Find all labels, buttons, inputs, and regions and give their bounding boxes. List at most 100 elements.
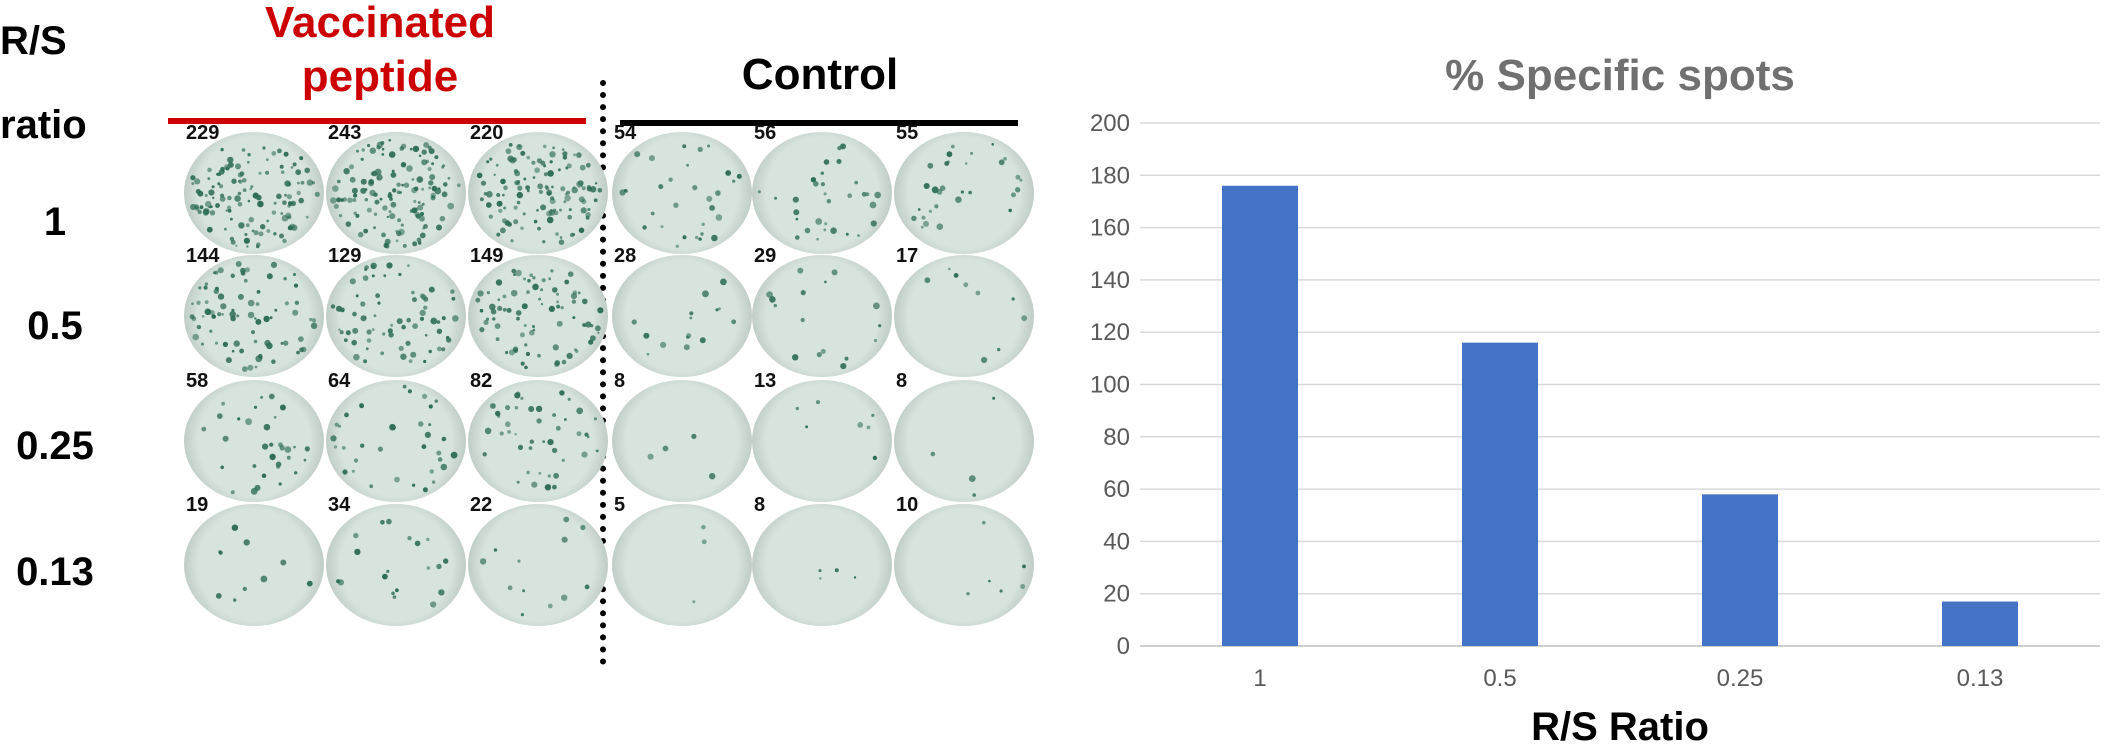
row-header-line-2: ratio bbox=[0, 103, 87, 147]
spot bbox=[692, 185, 698, 191]
spot bbox=[241, 148, 246, 152]
spot bbox=[773, 303, 777, 308]
spot bbox=[194, 178, 201, 185]
spot bbox=[483, 192, 488, 196]
spot bbox=[813, 181, 819, 187]
spot bbox=[366, 338, 372, 343]
spot bbox=[365, 347, 369, 351]
y-tick-label: 40 bbox=[1103, 528, 1130, 555]
spot bbox=[547, 170, 554, 177]
spot bbox=[400, 223, 404, 227]
spot bbox=[505, 405, 511, 411]
spot bbox=[921, 225, 924, 229]
well-spots bbox=[647, 433, 716, 480]
spot bbox=[252, 464, 257, 468]
spot bbox=[352, 327, 359, 334]
spot bbox=[999, 589, 1003, 593]
y-tick-label: 140 bbox=[1090, 267, 1130, 294]
spot bbox=[486, 191, 493, 198]
spot bbox=[434, 399, 438, 403]
spot bbox=[303, 458, 307, 462]
spot bbox=[800, 317, 805, 323]
spot bbox=[792, 354, 799, 361]
spot bbox=[590, 324, 594, 328]
spot bbox=[247, 153, 251, 157]
spot bbox=[243, 539, 250, 546]
spot bbox=[213, 288, 219, 295]
bar-0.13 bbox=[1942, 601, 2018, 646]
spot bbox=[431, 195, 435, 199]
y-tick-label: 120 bbox=[1090, 319, 1130, 346]
spot bbox=[568, 208, 572, 212]
well-count-r4-c1: 19 bbox=[186, 494, 209, 516]
spot bbox=[342, 469, 348, 475]
spot bbox=[529, 273, 533, 277]
spot bbox=[502, 193, 505, 197]
spot bbox=[366, 329, 372, 335]
spot bbox=[203, 285, 208, 290]
spot bbox=[582, 323, 586, 327]
spot bbox=[451, 296, 456, 301]
spot bbox=[283, 151, 289, 157]
well-count-r3-c2: 64 bbox=[328, 370, 351, 392]
spot bbox=[567, 214, 572, 220]
spot bbox=[395, 239, 399, 243]
spot bbox=[927, 162, 934, 169]
spot bbox=[476, 172, 483, 179]
x-tick-label: 1 bbox=[1253, 665, 1266, 692]
spot bbox=[823, 159, 830, 165]
spot bbox=[643, 332, 650, 339]
spot bbox=[658, 184, 664, 190]
spot bbox=[338, 424, 341, 428]
spot bbox=[311, 181, 315, 185]
spot bbox=[715, 190, 721, 196]
bar-1 bbox=[1222, 185, 1298, 646]
spot bbox=[418, 421, 424, 427]
spot bbox=[353, 458, 359, 463]
well-r4-c2 bbox=[326, 504, 466, 626]
well-spots bbox=[476, 143, 603, 245]
spot bbox=[532, 325, 535, 328]
spot bbox=[337, 579, 344, 586]
spot bbox=[631, 319, 637, 325]
spot bbox=[872, 455, 878, 461]
spot bbox=[423, 305, 428, 310]
spot bbox=[296, 190, 301, 196]
spot bbox=[732, 179, 736, 183]
spot bbox=[834, 568, 839, 573]
spot bbox=[412, 145, 420, 153]
well-r4-c4 bbox=[612, 504, 752, 626]
spot bbox=[364, 198, 368, 202]
spot bbox=[396, 318, 403, 325]
well-count-r2-c4: 28 bbox=[614, 245, 637, 267]
spot bbox=[398, 228, 405, 236]
well-r1-c5 bbox=[752, 132, 892, 254]
spot bbox=[581, 186, 586, 191]
spot bbox=[247, 161, 250, 164]
spot bbox=[386, 518, 392, 525]
spot bbox=[928, 209, 932, 213]
spot bbox=[279, 233, 284, 239]
spot bbox=[524, 343, 528, 347]
spot bbox=[450, 451, 458, 459]
spot bbox=[354, 548, 361, 556]
spot bbox=[306, 179, 314, 186]
spot bbox=[294, 471, 298, 475]
spot bbox=[823, 192, 827, 196]
spot bbox=[559, 208, 562, 212]
spot bbox=[381, 153, 385, 156]
spot bbox=[422, 226, 426, 230]
spot bbox=[377, 446, 383, 452]
spot bbox=[421, 149, 427, 155]
spot bbox=[419, 309, 426, 316]
x-tick-label: 0.25 bbox=[1717, 665, 1764, 692]
well-spots bbox=[795, 400, 878, 461]
spot bbox=[975, 290, 981, 296]
spot bbox=[306, 580, 313, 587]
spot bbox=[567, 397, 571, 401]
spot bbox=[452, 315, 459, 322]
spot bbox=[550, 269, 554, 273]
spot bbox=[646, 352, 650, 356]
spot bbox=[204, 308, 212, 316]
well-spots bbox=[911, 143, 1023, 230]
